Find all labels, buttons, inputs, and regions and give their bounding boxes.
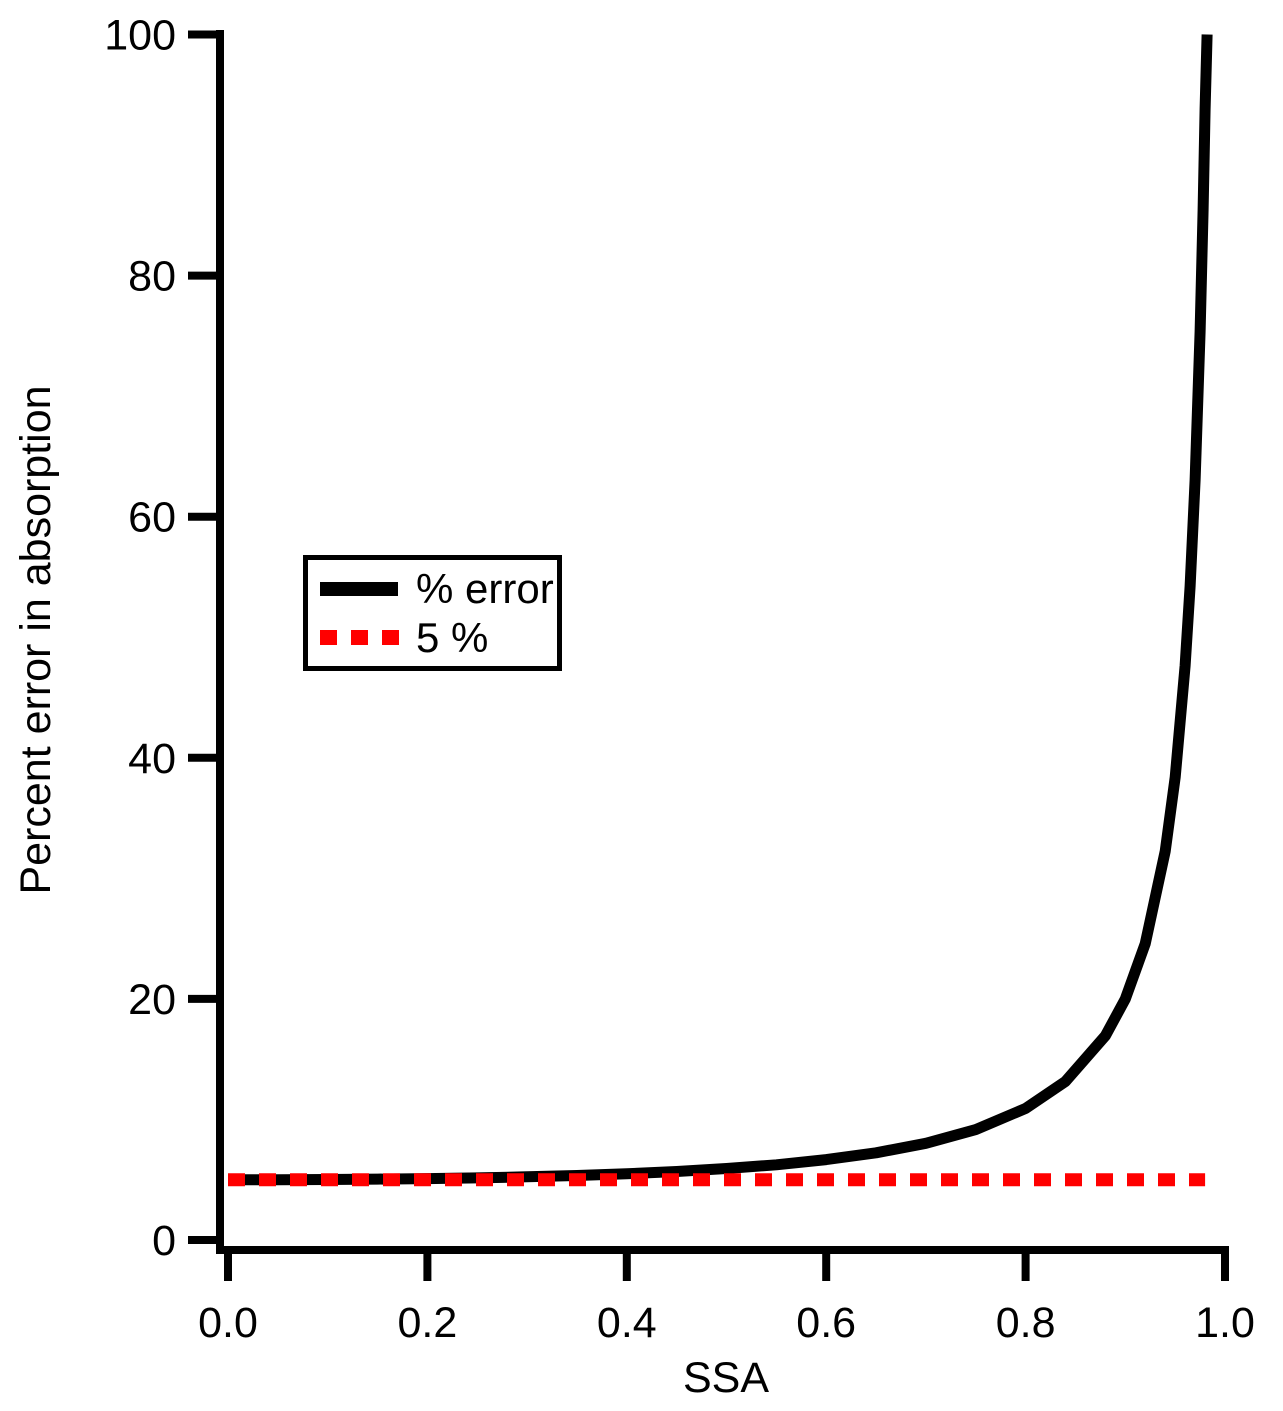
legend-item-5-percent: 5 %	[320, 615, 557, 660]
x-tick-label: 0.4	[597, 1299, 657, 1347]
ticks-layer: 0 20 40 60 80 100 0.0 0.2 0.4 0.6 0.8 1.0	[104, 12, 1255, 1348]
x-tick-label: 0.2	[398, 1299, 458, 1347]
series-percent-error	[228, 34, 1213, 1186]
solid-line-swatch-icon	[320, 581, 398, 596]
y-tick-label: 80	[128, 253, 176, 301]
y-tick-label: 60	[128, 494, 176, 542]
legend-label-5-percent: 5 %	[416, 613, 489, 661]
legend-item-percent-error: % error	[320, 566, 557, 611]
legend-swatch-dashed-line	[320, 630, 399, 645]
y-tick-label: 20	[128, 976, 176, 1024]
x-tick-label: 0.6	[796, 1299, 856, 1347]
x-tick-label: 0.0	[198, 1299, 258, 1347]
x-tick-label: 1.0	[1195, 1299, 1255, 1347]
y-tick-label: 40	[128, 735, 176, 783]
dashed-line-swatch-icon	[320, 630, 399, 645]
y-axis-title: Percent error in absorption	[12, 385, 60, 894]
x-tick-label: 0.8	[996, 1299, 1056, 1347]
y-tick-label: 0	[152, 1217, 176, 1265]
legend-swatch-solid-line	[320, 581, 399, 596]
legend-label-percent-error: % error	[416, 564, 554, 612]
y-tick-label: 100	[104, 12, 176, 60]
legend: % error 5 %	[303, 555, 562, 671]
x-axis-title: SSA	[683, 1354, 769, 1402]
series-layer	[228, 34, 1213, 1187]
